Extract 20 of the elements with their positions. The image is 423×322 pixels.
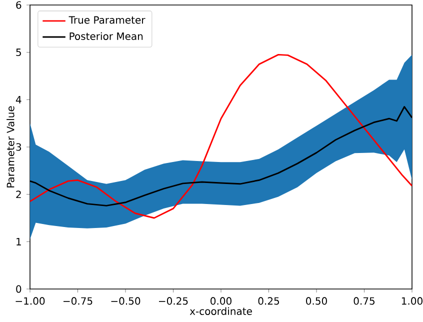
y-tick-label: 2 [16,190,21,198]
y-tick-label: 4 [16,96,22,104]
legend-label: True Parameter [68,16,146,24]
x-tick-label: 0.25 [258,297,279,305]
x-tick-label: 0.75 [354,297,374,305]
y-tick-label: 5 [16,48,21,56]
y-tick-label: 6 [16,1,22,9]
legend-label: Posterior Mean [70,32,143,40]
y-tick-label: 3 [16,143,22,151]
x-tick-label: 0.50 [306,297,327,305]
y-tick-label: 1 [16,238,21,246]
x-tick-label: −0.50 [111,297,140,305]
x-tick-label: 0.00 [210,297,232,305]
x-tick-label: 1.00 [402,297,422,305]
x-axis-title: x-coordinate [190,307,252,315]
x-tick-label: −1.00 [16,297,45,305]
y-axis-title: Parameter Value [6,106,14,188]
y-tick-label: 0 [16,285,22,293]
x-tick-label: −0.25 [159,297,188,305]
x-tick-label: −0.75 [64,297,92,305]
